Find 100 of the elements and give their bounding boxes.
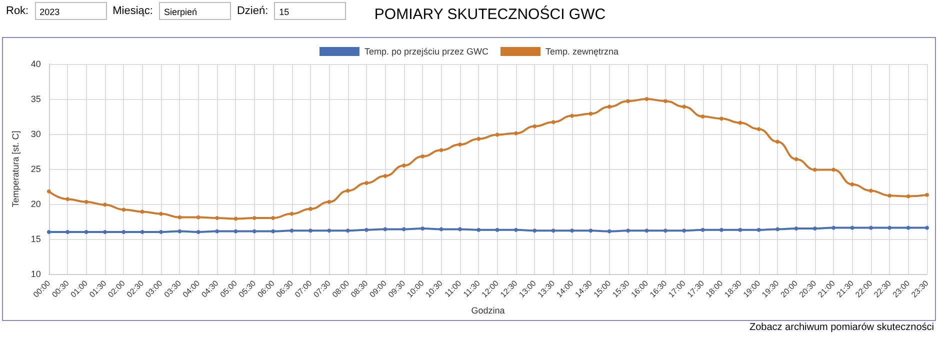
point xyxy=(514,228,518,232)
point xyxy=(532,124,537,128)
point xyxy=(719,228,724,232)
point xyxy=(308,228,312,233)
point xyxy=(383,227,388,232)
point xyxy=(888,194,892,198)
point xyxy=(588,228,593,233)
point xyxy=(700,228,705,232)
point xyxy=(402,164,406,168)
point xyxy=(215,216,220,220)
text: Dzień: xyxy=(236,5,268,17)
y-axis-title: Temperatura [st. C] xyxy=(10,130,20,208)
point xyxy=(532,228,537,233)
point xyxy=(588,112,593,116)
point xyxy=(364,228,369,232)
point xyxy=(346,228,350,233)
point xyxy=(215,229,220,234)
x-axis-title: Godzina xyxy=(471,306,505,316)
input-field: 15 xyxy=(274,2,346,20)
point xyxy=(84,230,88,234)
point xyxy=(663,228,668,233)
point xyxy=(122,208,126,212)
y-tick-label: 20 xyxy=(30,198,41,209)
point xyxy=(66,197,70,202)
point xyxy=(84,200,88,204)
point xyxy=(794,226,798,230)
point xyxy=(776,140,780,144)
point xyxy=(252,229,256,234)
text: Miesiąc: xyxy=(112,5,153,17)
point xyxy=(682,228,686,233)
point xyxy=(607,229,612,234)
legend-label: Temp. po przejściu przez GWC xyxy=(364,46,489,56)
point xyxy=(495,228,500,232)
point xyxy=(663,99,668,104)
point xyxy=(868,188,873,193)
point xyxy=(738,120,742,125)
point xyxy=(776,227,780,232)
point xyxy=(290,228,294,233)
point xyxy=(178,215,182,220)
y-tick-label: 30 xyxy=(30,129,41,139)
point xyxy=(140,230,144,234)
point xyxy=(551,120,556,124)
point xyxy=(439,148,444,152)
point xyxy=(140,210,144,214)
point xyxy=(458,142,462,146)
point xyxy=(46,189,51,194)
point xyxy=(327,228,332,233)
point xyxy=(234,229,238,234)
point xyxy=(514,131,518,136)
point xyxy=(644,97,649,101)
point xyxy=(906,194,910,198)
point xyxy=(327,200,332,204)
point xyxy=(719,116,724,121)
text: Zobacz archiwum pomiarów skuteczności xyxy=(749,322,934,333)
point xyxy=(439,227,444,232)
y-tick-label: 40 xyxy=(30,59,41,69)
point xyxy=(925,192,929,197)
point xyxy=(626,99,630,104)
point xyxy=(832,226,836,230)
point xyxy=(794,157,798,162)
legend-label: Temp. zewnętrzna xyxy=(546,46,619,56)
point xyxy=(682,104,686,109)
point xyxy=(888,226,892,230)
point xyxy=(159,212,164,216)
point xyxy=(178,229,182,234)
point xyxy=(925,226,929,230)
point xyxy=(495,132,500,137)
point xyxy=(346,188,350,193)
point xyxy=(832,168,836,172)
point xyxy=(364,181,369,185)
point xyxy=(402,227,406,232)
point xyxy=(159,230,164,234)
point xyxy=(570,228,574,233)
point xyxy=(383,174,388,178)
point xyxy=(850,182,854,186)
point xyxy=(551,228,556,233)
point xyxy=(102,202,107,207)
point xyxy=(308,206,312,211)
point xyxy=(476,228,481,232)
point xyxy=(850,226,854,230)
input-field: Sierpień xyxy=(158,2,231,20)
point xyxy=(420,154,425,158)
point xyxy=(122,230,126,234)
input-field: 2023 xyxy=(34,2,107,20)
point xyxy=(420,226,425,230)
point xyxy=(607,104,612,109)
point xyxy=(868,226,873,230)
y-tick-label: 10 xyxy=(30,268,41,279)
point xyxy=(271,216,276,220)
point xyxy=(756,127,761,132)
y-tick-label: 15 xyxy=(30,234,41,244)
point xyxy=(234,216,238,221)
point xyxy=(644,228,649,233)
point xyxy=(252,216,256,220)
text: Rok: xyxy=(6,5,29,17)
point xyxy=(906,226,910,230)
point xyxy=(46,230,51,234)
point xyxy=(700,114,705,118)
y-tick-label: 25 xyxy=(30,164,41,174)
chart-title: POMIARY SKUTECZNOŚCI GWC xyxy=(373,6,607,23)
